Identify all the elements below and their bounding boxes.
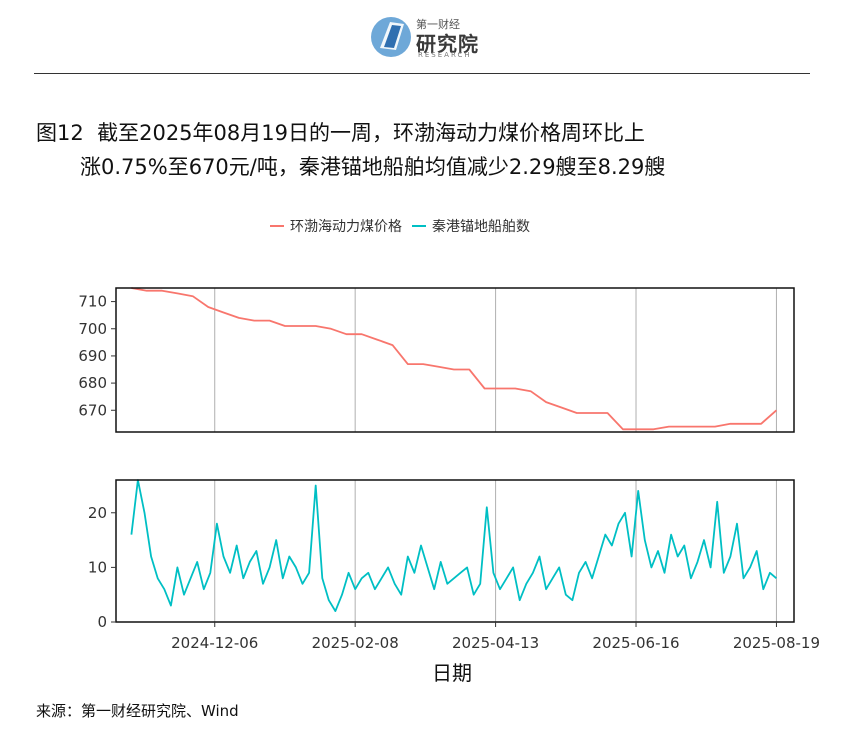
- line-chart: 670 680 690 700 710 0 10 20 2024-12-06 2025-02-08…: [78, 287, 820, 685]
- x-tick-label: 2025-08-19: [733, 634, 820, 652]
- header-divider: [34, 73, 810, 74]
- y-tick-label: 700: [78, 320, 107, 338]
- chart-legend: 环渤海动力煤价格 秦港锚地船舶数: [270, 216, 530, 236]
- panel-border: [115, 287, 795, 433]
- x-axis-label: 日期: [432, 661, 472, 685]
- price-line: [131, 287, 777, 431]
- figure-title-line2: 涨0.75%至670元/吨，秦港锚地船舶均值减少2.29艘至8.29艘: [80, 155, 666, 179]
- logo-emblem-icon: [371, 17, 411, 57]
- legend-swatch-price: [270, 225, 284, 227]
- logo-big-text: 研究院: [416, 32, 479, 56]
- y-tick-label: 20: [88, 504, 107, 522]
- figure-title-line1: 截至2025年08月19日的一周，环渤海动力煤价格周环比上: [97, 121, 645, 145]
- source-note: 来源：第一财经研究院、Wind: [36, 702, 239, 720]
- figure-number: 图12: [36, 121, 84, 145]
- x-tick-label: 2025-04-13: [452, 634, 539, 652]
- logo-english-text: RESEARCH: [418, 51, 472, 59]
- legend-label-ships: 秦港锚地船舶数: [432, 219, 530, 235]
- panel-border: [115, 479, 795, 623]
- y-tick-label: 680: [78, 374, 107, 392]
- legend-label-price: 环渤海动力煤价格: [290, 219, 402, 235]
- y-tick-label: 10: [88, 558, 107, 576]
- legend-item-price: 环渤海动力煤价格: [270, 216, 402, 236]
- legend-swatch-ships: [412, 225, 426, 227]
- x-tick-label: 2024-12-06: [171, 634, 258, 652]
- ships-line: [130, 479, 777, 612]
- x-tick-label: 2025-02-08: [312, 634, 399, 652]
- figure-title: 图12 截至2025年08月19日的一周，环渤海动力煤价格周环比上 涨0.75%…: [36, 116, 816, 184]
- x-tick-label: 2025-06-16: [592, 634, 679, 652]
- y-tick-label: 690: [78, 347, 107, 365]
- y-tick-label: 710: [78, 293, 107, 311]
- y-tick-label: 0: [97, 613, 107, 631]
- legend-item-ships: 秦港锚地船舶数: [412, 216, 530, 236]
- logo-small-text: 第一财经: [416, 18, 460, 31]
- logo: [368, 14, 488, 60]
- y-tick-label: 670: [78, 401, 107, 419]
